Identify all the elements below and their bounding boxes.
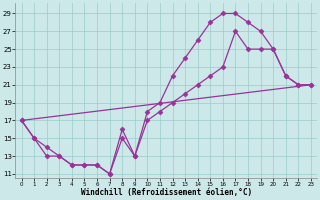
X-axis label: Windchill (Refroidissement éolien,°C): Windchill (Refroidissement éolien,°C)	[81, 188, 252, 197]
